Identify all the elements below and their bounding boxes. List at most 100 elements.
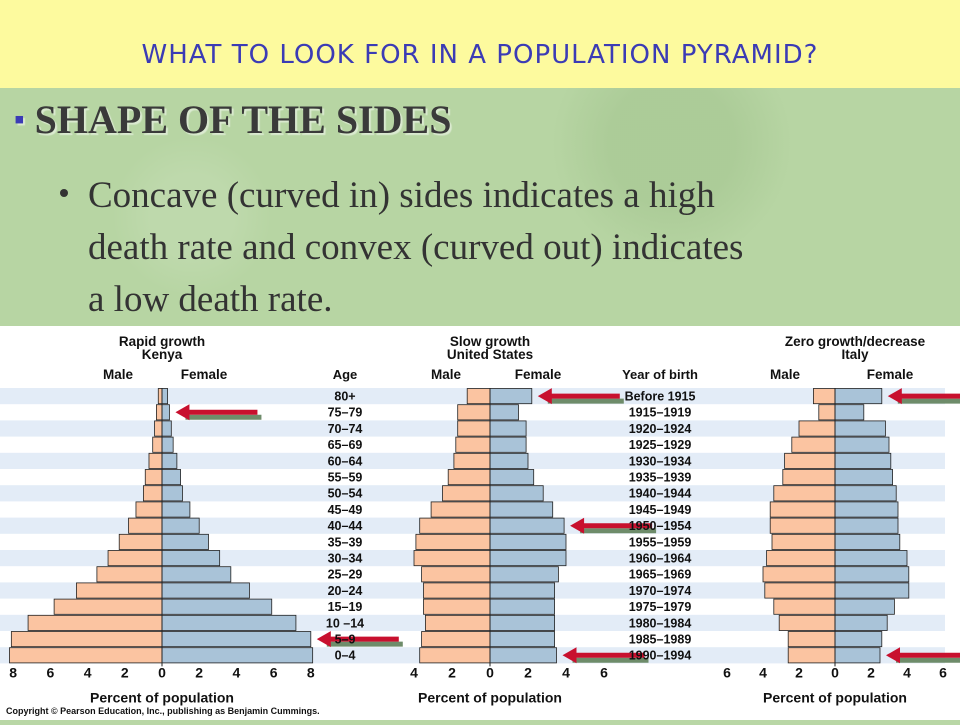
male-bar	[773, 598, 836, 615]
age-group-label: 25–29	[328, 568, 363, 582]
female-bar	[489, 533, 567, 550]
male-bar	[27, 614, 163, 631]
male-bar	[118, 533, 163, 550]
age-group-label: 50–54	[328, 487, 363, 501]
x-tick-label: 0	[158, 664, 166, 680]
female-bar	[489, 388, 533, 405]
section-heading: ▪ SHAPE OF THE SIDES	[14, 96, 451, 143]
arrow-head	[886, 647, 900, 664]
chart-title: Zero growth/decrease	[785, 334, 926, 349]
male-bar	[157, 388, 163, 405]
male-bar	[10, 631, 163, 648]
female-bar	[489, 598, 555, 615]
x-tick-label: 4	[562, 664, 570, 680]
female-bar	[489, 452, 529, 469]
female-bar	[834, 469, 893, 486]
female-bar	[489, 485, 544, 502]
x-axis-label: Percent of population	[418, 689, 562, 705]
age-group-label: 10 –14	[326, 616, 364, 630]
female-bar	[834, 582, 910, 599]
male-bar	[421, 631, 491, 648]
male-bar	[787, 631, 836, 648]
female-header: Female	[867, 367, 914, 382]
female-bar	[489, 582, 555, 599]
body-line-3: a low death rate.	[88, 279, 333, 320]
male-bar	[424, 614, 491, 631]
age-group-label: 30–34	[328, 552, 363, 566]
female-bar	[489, 420, 527, 437]
age-group-label: 45–49	[328, 503, 363, 517]
x-axis-label: Percent of population	[763, 689, 907, 705]
x-tick-label: 6	[939, 664, 947, 680]
x-tick-label: 2	[867, 664, 875, 680]
male-bar	[148, 452, 163, 469]
population-pyramid-figure: Rapid growth Kenya Male Female 8 6 4 2 0 2 4 6 8 Perc…	[0, 326, 960, 720]
female-bar	[834, 517, 899, 534]
male-bar	[766, 550, 836, 567]
female-bar	[489, 566, 559, 583]
arrow-head	[562, 647, 577, 664]
male-bar	[769, 501, 836, 518]
x-tick-label: 6	[600, 664, 608, 680]
male-bar	[96, 566, 163, 583]
female-bar	[834, 598, 895, 615]
female-bar	[489, 501, 554, 518]
male-bar	[9, 647, 163, 664]
female-bar	[834, 388, 883, 405]
year-header: Year of birth	[622, 367, 698, 382]
x-tick-label: 8	[9, 664, 17, 680]
chart-title: Slow growth	[450, 334, 530, 349]
birth-year-label: 1915–1919	[629, 406, 692, 420]
male-header: Male	[431, 367, 462, 382]
male-bar	[419, 517, 491, 534]
male-bar	[156, 404, 163, 421]
age-header: Age	[333, 367, 358, 382]
male-bar	[135, 501, 163, 518]
female-bar	[489, 631, 555, 648]
birth-year-label: 1950–1954	[629, 519, 692, 533]
female-bar	[834, 631, 883, 648]
arrow-head	[537, 388, 552, 405]
x-tick-label: 4	[410, 664, 418, 680]
female-bar	[161, 631, 312, 648]
male-bar	[455, 436, 491, 453]
heading-text: SHAPE OF THE SIDES	[34, 97, 452, 142]
birth-year-label: 1945–1949	[629, 503, 692, 517]
chart-subtitle: United States	[447, 347, 533, 362]
x-tick-label: 6	[47, 664, 55, 680]
male-bar	[107, 550, 163, 567]
birth-year-label: 1985–1989	[629, 633, 692, 647]
chart-title: Rapid growth	[119, 334, 205, 349]
x-tick-label: 2	[524, 664, 532, 680]
female-bar	[161, 533, 209, 550]
x-tick-label: 4	[84, 664, 92, 680]
dot-bullet-icon	[60, 189, 68, 197]
female-bar	[161, 582, 250, 599]
x-axis-label: Percent of population	[90, 689, 234, 705]
female-bar	[161, 469, 182, 486]
male-bar	[782, 469, 836, 486]
female-bar	[161, 485, 183, 502]
male-bar	[423, 598, 491, 615]
female-bar	[834, 566, 910, 583]
body-line-2: death rate and convex (curved out) indic…	[88, 227, 744, 268]
female-bar	[489, 614, 555, 631]
male-bar	[453, 452, 491, 469]
birth-year-label: 1920–1924	[629, 422, 692, 436]
x-tick-label: 2	[121, 664, 129, 680]
square-bullet-icon: ▪	[14, 103, 25, 136]
age-group-label: 55–59	[328, 471, 363, 485]
birth-year-label: 1965–1969	[629, 568, 692, 582]
x-tick-label: 6	[270, 664, 278, 680]
male-bar	[154, 420, 163, 437]
female-bar	[161, 517, 200, 534]
male-bar	[771, 533, 836, 550]
birth-year-label: 1935–1939	[629, 471, 692, 485]
male-bar	[430, 501, 491, 518]
female-bar	[489, 517, 565, 534]
female-bar	[489, 404, 519, 421]
age-group-label: 70–74	[328, 422, 363, 436]
female-bar	[161, 420, 172, 437]
birth-year-label: 1975–1979	[629, 600, 692, 614]
